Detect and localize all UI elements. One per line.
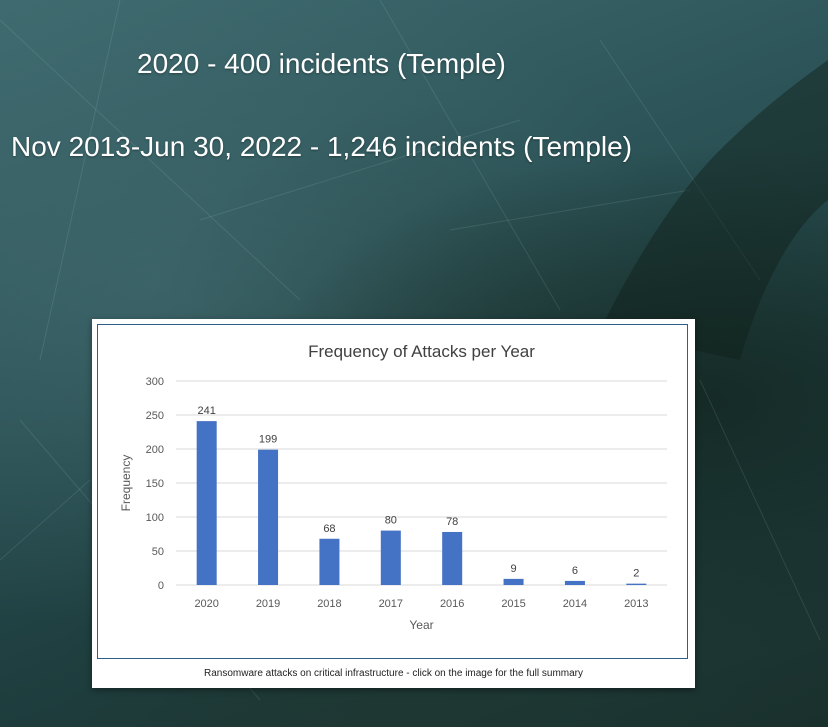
bar — [319, 538, 340, 585]
bar — [564, 580, 585, 585]
x-tick-label: 2018 — [317, 598, 341, 610]
data-label: 241 — [198, 405, 216, 417]
y-tick-label: 100 — [146, 512, 164, 524]
x-tick-label: 2020 — [194, 598, 218, 610]
chart-image[interactable]: Frequency of Attacks per Year 0 50 100 150 20… — [92, 319, 695, 688]
headline-2020: 2020 - 400 incidents (Temple) — [137, 48, 506, 79]
y-tick-label: 50 — [152, 546, 164, 558]
y-tick-label: 200 — [146, 444, 164, 456]
x-tick-label: 2019 — [256, 598, 280, 610]
headline-total: Nov 2013-Jun 30, 2022 - 1,246 incidents … — [11, 131, 633, 162]
x-tick-label: 2016 — [440, 598, 464, 610]
bar — [196, 421, 217, 585]
bar — [380, 530, 401, 585]
bar — [442, 531, 463, 585]
chart-caption: Ransomware attacks on critical infrastru… — [203, 668, 584, 679]
chart-title: Frequency of Attacks per Year — [308, 342, 535, 361]
y-axis-label: Frequency — [119, 455, 133, 512]
y-tick-label: 150 — [146, 478, 164, 490]
x-axis-label: Year — [409, 618, 433, 632]
x-tick-label: 2015 — [501, 598, 525, 610]
data-label: 78 — [446, 516, 458, 528]
data-label: 68 — [323, 523, 335, 535]
data-label: 9 — [511, 563, 517, 575]
bar-chart: Frequency of Attacks per Year 0 50 100 150 20… — [119, 342, 667, 632]
x-tick-label: 2014 — [563, 598, 587, 610]
data-label: 6 — [572, 565, 578, 577]
bar — [503, 578, 524, 585]
y-tick-label: 300 — [146, 376, 164, 388]
y-tick-label: 0 — [158, 580, 164, 592]
data-label: 199 — [259, 434, 277, 446]
data-label: 80 — [385, 515, 397, 527]
data-label: 2 — [633, 568, 639, 580]
chart-frame — [97, 324, 688, 659]
bar — [626, 583, 647, 585]
y-tick-label: 250 — [146, 410, 164, 422]
bar — [258, 449, 279, 585]
x-tick-label: 2017 — [379, 598, 403, 610]
x-tick-label: 2013 — [624, 598, 648, 610]
